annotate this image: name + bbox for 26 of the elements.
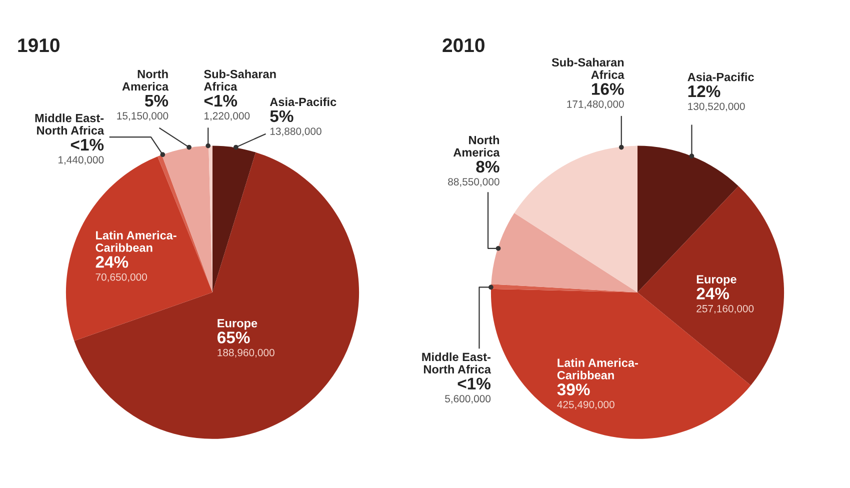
slice-label: Asia-Pacific: [270, 97, 336, 106]
chart-title: 2010: [442, 38, 484, 52]
data-label: 16% 171,480,000: [567, 83, 624, 110]
chart-title: 1910: [18, 38, 60, 52]
data-label: 12% 130,520,000: [688, 85, 745, 112]
slice-label: North America: [453, 136, 500, 157]
data-label: 39% 425,490,000: [557, 384, 614, 410]
data-label: 65% 188,960,000: [218, 332, 274, 358]
slice-label: Europe: [696, 275, 736, 286]
data-label: <1% 1,220,000: [204, 94, 250, 121]
data-label: <1% 5,600,000: [445, 378, 491, 404]
slice-label: Middle East- North Africa: [422, 352, 492, 374]
slice-label: Europe: [218, 319, 258, 330]
slice-label: North America: [122, 70, 169, 91]
slice-label: Sub-Saharan Africa: [552, 58, 624, 79]
slice-label: Sub-Saharan Africa: [204, 70, 276, 91]
data-label: <1% 1,440,000: [58, 138, 104, 165]
slice-label: Middle East- North Africa: [35, 114, 104, 135]
data-label: 24% 70,650,000: [96, 256, 147, 282]
data-label: 5% 15,150,000: [117, 94, 168, 121]
data-label: 5% 13,880,000: [270, 110, 322, 136]
slice-label: Asia-Pacific: [688, 72, 754, 82]
data-label: 8% 88,550,000: [448, 160, 500, 187]
data-label: 24% 257,160,000: [696, 288, 754, 314]
slice-label: Latin America- Caribbean: [96, 230, 176, 252]
slice-label: Latin America- Caribbean: [557, 358, 638, 380]
